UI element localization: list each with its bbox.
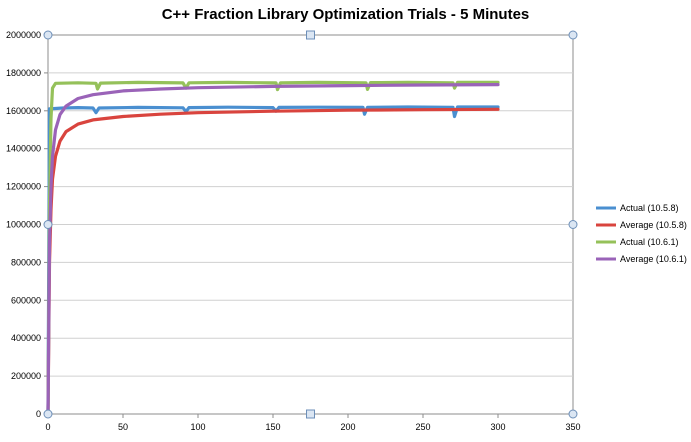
y-tick-label: 2000000 bbox=[6, 30, 41, 40]
y-tick-label: 1600000 bbox=[6, 106, 41, 116]
x-tick-label: 100 bbox=[190, 422, 205, 432]
chart-title: C++ Fraction Library Optimization Trials… bbox=[161, 6, 530, 23]
series-line bbox=[46, 83, 500, 416]
y-tick-label: 1400000 bbox=[6, 144, 41, 154]
series-line bbox=[46, 80, 500, 416]
edge-handle[interactable] bbox=[306, 30, 315, 40]
y-tick-label: 1000000 bbox=[6, 220, 41, 230]
legend-label: Average (10.6.1) bbox=[620, 254, 687, 264]
y-tick-label: 0 bbox=[36, 409, 41, 419]
legend-label: Actual (10.5.8) bbox=[620, 203, 679, 213]
x-tick-label: 350 bbox=[565, 422, 580, 432]
series-lines bbox=[46, 80, 500, 416]
y-tick-label: 1800000 bbox=[6, 68, 41, 78]
corner-handle[interactable] bbox=[43, 409, 53, 419]
corner-handle[interactable] bbox=[568, 30, 578, 40]
x-tick-label: 250 bbox=[415, 422, 430, 432]
x-tick-label: 0 bbox=[45, 422, 50, 432]
corner-handle[interactable] bbox=[568, 220, 578, 229]
selection-handles[interactable] bbox=[43, 30, 578, 419]
x-tick-label: 200 bbox=[340, 422, 355, 432]
legend: Actual (10.5.8) Average (10.5.8) Actual (1… bbox=[596, 203, 687, 264]
x-tick-label: 300 bbox=[490, 422, 505, 432]
legend-label: Average (10.5.8) bbox=[620, 220, 687, 230]
corner-handle[interactable] bbox=[43, 30, 53, 40]
y-tick-label: 1200000 bbox=[6, 182, 41, 192]
y-tick-label: 200000 bbox=[11, 371, 41, 381]
axes: 0 200000 400000 600000 800000 1000000 1200000 1… bbox=[6, 30, 581, 432]
x-tick-label: 150 bbox=[265, 422, 280, 432]
corner-handle[interactable] bbox=[43, 220, 53, 229]
y-tick-label: 600000 bbox=[11, 295, 41, 305]
x-tick-label: 50 bbox=[118, 422, 128, 432]
series-line bbox=[46, 105, 500, 416]
corner-handle[interactable] bbox=[568, 409, 578, 419]
y-tick-label: 400000 bbox=[11, 333, 41, 343]
y-tick-label: 800000 bbox=[11, 257, 41, 267]
legend-label: Actual (10.6.1) bbox=[620, 237, 679, 247]
edge-handle[interactable] bbox=[306, 409, 315, 419]
